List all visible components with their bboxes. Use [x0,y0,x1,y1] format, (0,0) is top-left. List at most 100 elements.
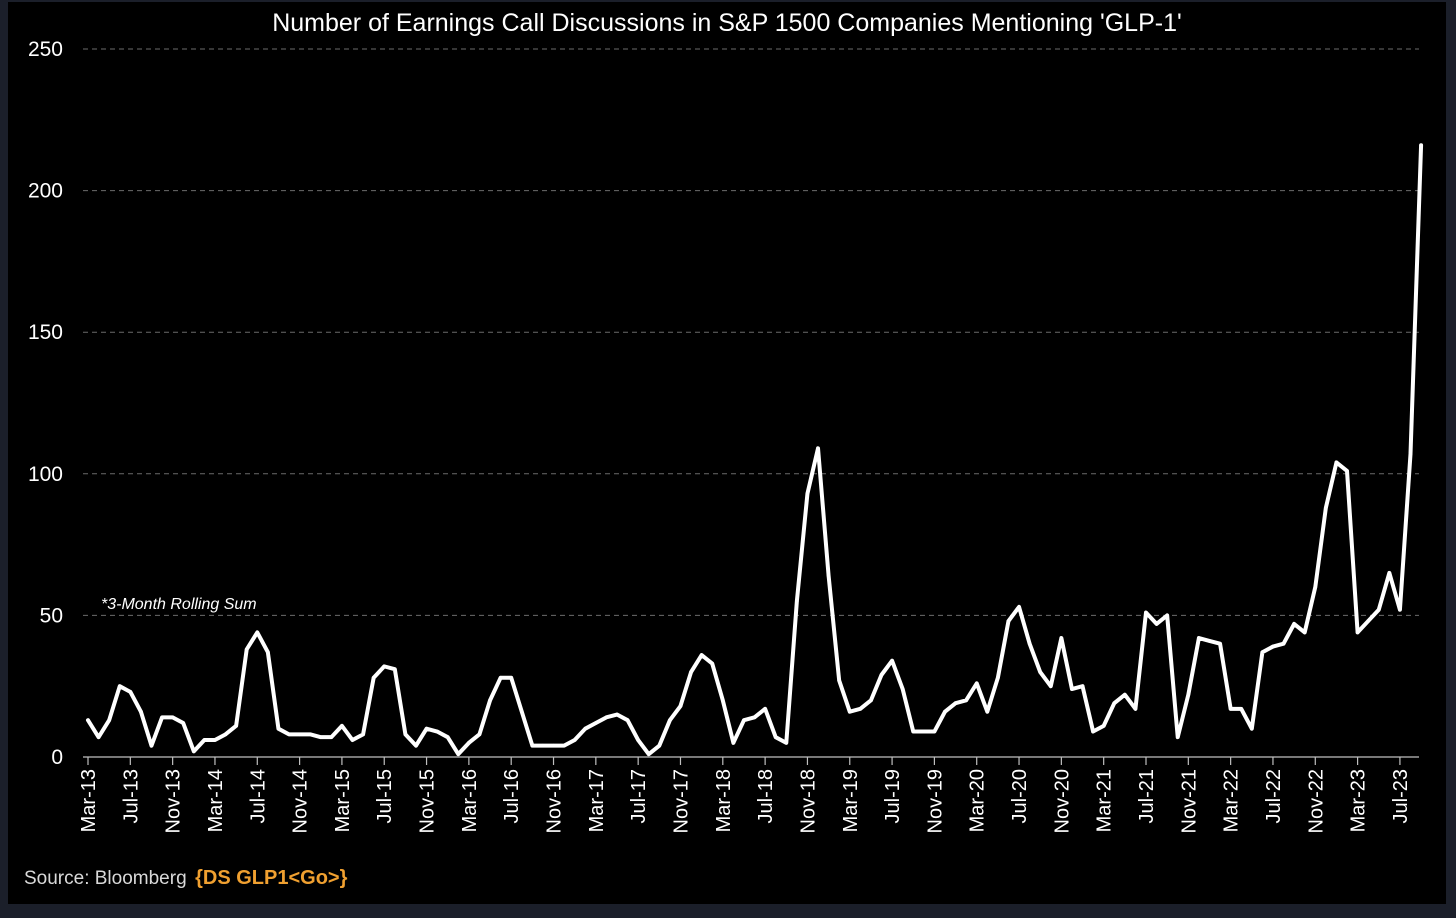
x-tick-label: Mar-23 [1348,769,1370,832]
data-point [784,741,789,745]
data-point [1419,143,1423,148]
data-point [1091,729,1095,734]
data-point [1324,505,1328,510]
y-tick-label: 0 [51,746,63,769]
data-point [1260,650,1265,655]
data-point [731,741,736,745]
data-point [1408,452,1413,456]
x-tick-label: Jul-21 [1136,769,1158,823]
x-tick-label: Jul-23 [1390,769,1412,823]
data-point [139,709,143,714]
rolling-sum-note: *3-Month Rolling Sum [101,596,257,613]
data-point [519,709,524,714]
x-tick-label: Nov-18 [797,769,819,833]
data-point [340,724,344,728]
data-point [308,732,312,737]
grid [83,48,1419,616]
data-point [668,718,672,722]
data-point [1059,636,1064,640]
line-chart: Number of Earnings Call Discussions in S… [24,9,1424,889]
data-point [192,749,196,754]
data-point [117,684,122,688]
data-point [393,667,397,672]
data-point [869,698,873,703]
data-point [266,650,270,655]
data-point [1228,707,1233,711]
data-point [1218,641,1222,646]
data-point [128,690,133,694]
y-tick-label: 100 [28,463,63,486]
data-point [1366,619,1370,623]
data-point [615,712,619,717]
data-point [170,715,175,720]
data-point [1038,670,1042,674]
x-tick-label: Mar-18 [713,769,735,832]
data-point [646,752,651,756]
y-tick-label: 150 [28,321,63,344]
y-tick-label: 200 [28,180,63,203]
x-tick-label: Nov-21 [1178,769,1200,833]
data-point [202,738,207,742]
source-label: Source: Bloomberg [24,868,187,889]
x-tick-label: Mar-19 [840,769,862,832]
data-point [985,709,990,714]
y-tick-label: 50 [40,604,63,627]
data-point [361,732,365,737]
data-point [922,729,926,734]
data-point [1154,622,1159,626]
data-point [943,709,947,714]
x-tick-label: Mar-21 [1094,769,1116,832]
data-point [86,718,90,722]
data-point [435,729,439,734]
x-tick-label: Jul-16 [501,769,523,823]
x-tick-label: Nov-13 [163,769,185,833]
data-point [488,698,492,703]
data-point [414,743,418,748]
x-tick-label: Nov-17 [670,769,692,833]
data-point [1207,639,1212,643]
data-point [541,743,545,748]
data-point [1123,692,1127,697]
source-code: {DS GLP1<Go>} [195,867,347,889]
x-tick-label: Jul-20 [1009,769,1031,823]
data-point [96,735,101,739]
y-axis: 0 50 100 150 200 250 [28,38,63,769]
data-point [953,701,958,705]
data-point [403,732,408,737]
data-point [710,661,715,666]
data-point [371,675,376,680]
data-point [1175,735,1180,739]
data-point [795,599,799,604]
data-point [223,732,228,737]
data-point [1239,707,1244,711]
data-point [657,743,662,748]
data-point [1070,687,1074,691]
x-tick-label: Nov-14 [290,769,312,833]
data-point [1017,605,1021,609]
x-axis: Mar-13 Jul-13 Nov-13 Mar-14 Jul-14 Nov-14 Mar-… [78,757,1412,833]
data-point [996,675,1000,680]
x-tick-label: Nov-19 [924,769,946,833]
y-tick-label: 250 [28,38,63,61]
data-point [551,743,556,748]
data-point [1398,607,1402,612]
data-point [477,732,482,737]
data-point [689,670,693,674]
data-point [826,573,831,578]
x-tick-label: Mar-13 [78,769,100,832]
data-point [932,729,937,734]
data-point [467,741,471,745]
x-tick-label: Jul-13 [120,769,142,823]
data-point [625,718,630,722]
data-point [1345,469,1349,473]
data-point [276,726,281,731]
data-point [721,698,725,703]
data-point [1101,724,1106,728]
data-point [1144,610,1148,615]
data-point [244,647,249,652]
data-point [752,715,757,720]
data-point [1250,726,1254,731]
data-point [858,707,863,711]
x-tick-label: Mar-17 [586,769,608,832]
x-tick-label: Mar-20 [967,769,989,832]
